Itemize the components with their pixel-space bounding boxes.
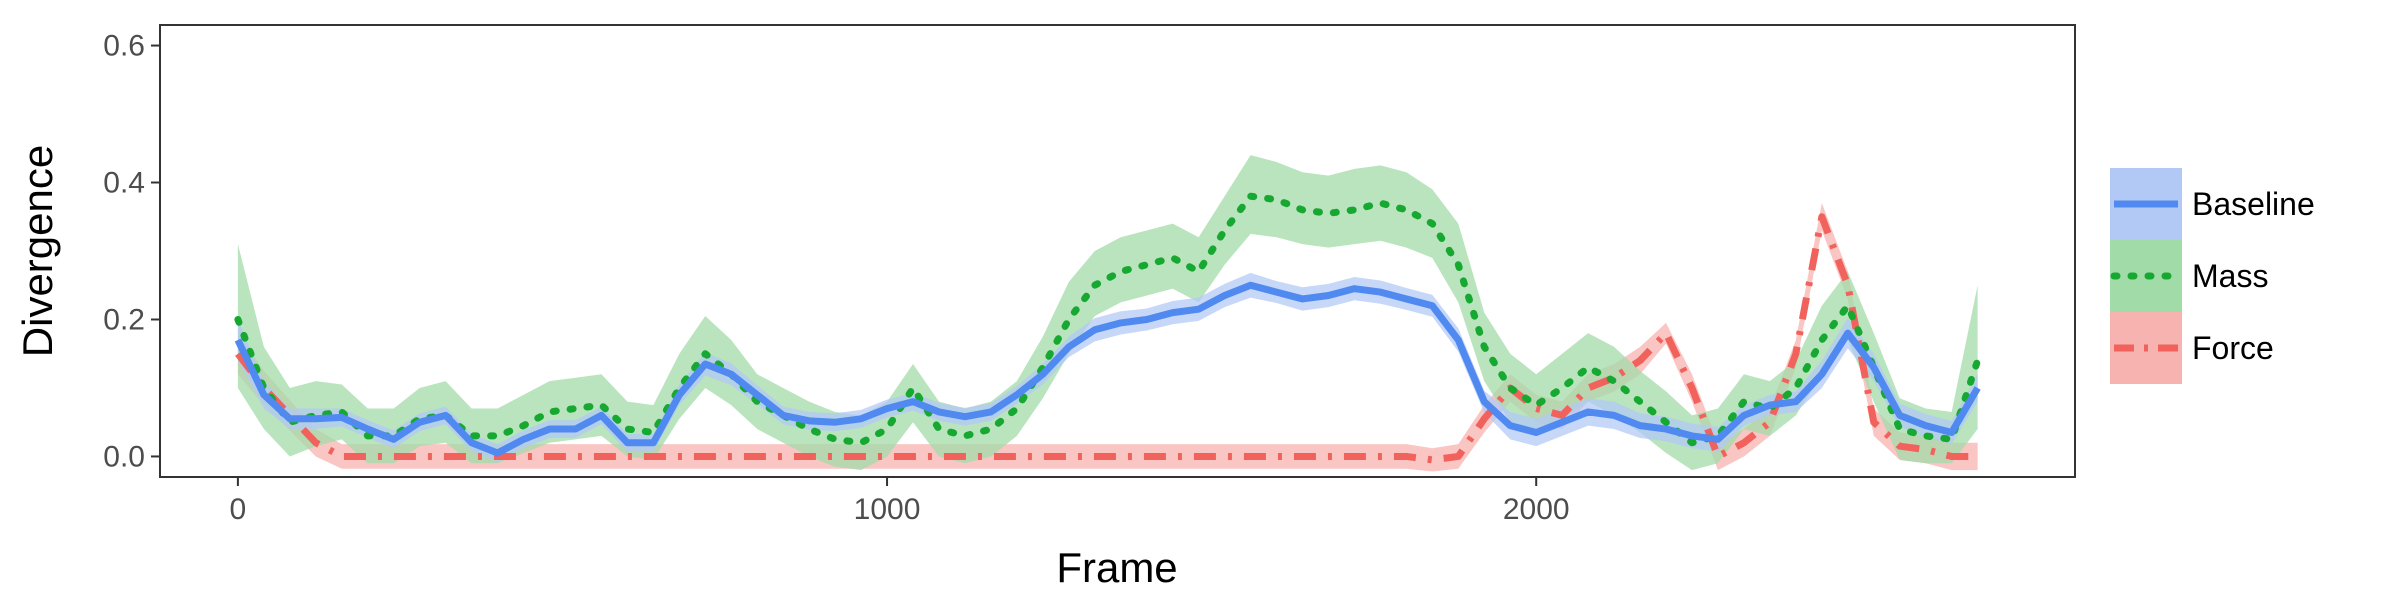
legend-item-force: Force (2110, 312, 2274, 384)
line-mass (234, 192, 1982, 447)
legend-item-baseline: Baseline (2110, 168, 2315, 240)
x-tick-label: 1000 (854, 493, 921, 526)
legend: Baseline Mass Force (2110, 168, 2315, 384)
x-axis-title: Frame (1056, 544, 1177, 591)
y-tick-label: 0.6 (103, 30, 145, 63)
x-tick-label: 0 (230, 493, 247, 526)
axes: 0.0 0.2 0.4 0.6 0 1000 2000 (103, 30, 1569, 526)
plot-panel-border (159, 24, 2076, 478)
x-tick-label: 2000 (1503, 493, 1570, 526)
legend-label-baseline: Baseline (2192, 186, 2315, 222)
band-mass (237, 155, 1978, 471)
y-axis-title: Divergence (14, 145, 61, 357)
y-tick-label: 0.0 (103, 440, 145, 473)
legend-label-force: Force (2192, 330, 2274, 366)
series-lines (234, 192, 1982, 464)
legend-item-mass: Mass (2110, 240, 2268, 312)
y-tick-label: 0.2 (103, 303, 145, 336)
y-tick-label: 0.4 (103, 167, 145, 200)
line-baseline (234, 281, 1981, 457)
band-baseline (237, 272, 1978, 462)
legend-label-mass: Mass (2192, 258, 2268, 294)
line-force (235, 213, 1978, 464)
